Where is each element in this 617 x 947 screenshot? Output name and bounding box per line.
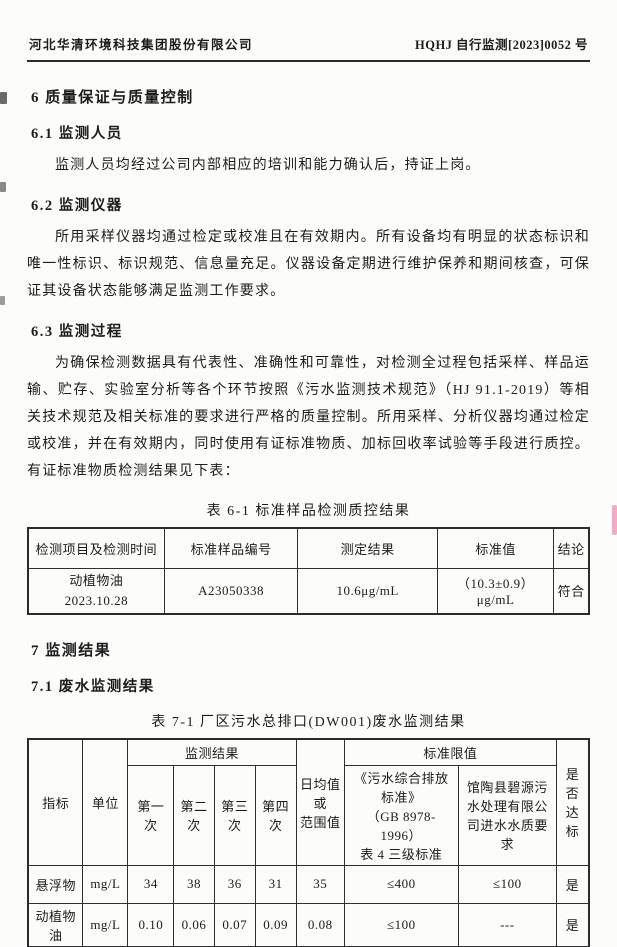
section-6-2-paragraph: 所用采样仪器均通过检定或校准且在有效期内。所有设备均有明显的状态标识和唯一性标识… <box>27 230 590 299</box>
table-row: 动植物油 2023.10.28 A23050338 10.6μg/mL （10.… <box>27 567 590 615</box>
table-cell: 0.06 <box>173 902 215 947</box>
section-6-3-title: 6.3 监测过程 <box>31 324 123 340</box>
column-header-time1: 第一次 <box>127 764 175 866</box>
column-header-unit: 单位 <box>82 738 129 866</box>
column-header-time3: 第三次 <box>213 764 256 866</box>
column-header: 标准样品编号 <box>163 527 299 569</box>
column-header-intake-standard: 馆陶县碧源污水处理有限公司进水水质要求 <box>457 764 557 866</box>
column-header: 标准值 <box>437 527 555 569</box>
document-number: HQHJ 自行监测[2023]0052 号 <box>415 38 588 52</box>
column-header-time2: 第二次 <box>173 764 215 866</box>
table-cell: 悬浮物 <box>27 864 84 904</box>
column-header: 结论 <box>553 527 590 569</box>
table-cell: 0.07 <box>213 902 256 947</box>
table-cell: ≤400 <box>343 864 459 904</box>
table-cell: 0.08 <box>295 902 345 947</box>
table-7-1: 指标 单位 监测结果 日均值或 范围值 标准限值 是否 达标 第一次 第二次 第… <box>27 738 590 947</box>
section-7-1-title: 7.1 废水监测结果 <box>31 679 155 695</box>
section-6-1-paragraph: 监测人员均经过公司内部相应的培训和能力确认后，持证上岗。 <box>55 158 481 173</box>
table-cell: ≤100 <box>457 864 557 904</box>
table-6-1-caption: 表 6-1 标准样品检测质控结果 <box>206 504 411 519</box>
table-cell: --- <box>457 902 557 947</box>
company-name: 河北华清环境科技集团股份有限公司 <box>29 38 254 52</box>
table-cell: ≤100 <box>343 902 459 947</box>
item-date: 2023.10.28 <box>64 592 129 608</box>
column-header-standard-limits: 标准限值 <box>343 738 557 766</box>
scan-artifact <box>0 182 6 192</box>
column-header: 测定结果 <box>297 527 439 569</box>
column-header: 检测项目及检测时间 <box>27 527 165 569</box>
table-6-1: 检测项目及检测时间 标准样品编号 测定结果 标准值 结论 动植物油 2023.1… <box>27 527 590 615</box>
column-header-compliance: 是否 达标 <box>555 738 590 866</box>
table-cell: A23050338 <box>163 567 299 615</box>
table-cell: 0.10 <box>127 902 175 947</box>
table-6-1-header-row: 检测项目及检测时间 标准样品编号 测定结果 标准值 结论 <box>27 527 590 569</box>
table-cell: 符合 <box>553 567 590 615</box>
section-7-title: 7 监测结果 <box>31 643 112 659</box>
column-header-monitoring-results: 监测结果 <box>127 738 297 766</box>
section-6-1-title: 6.1 监测人员 <box>31 126 123 142</box>
table-cell: 34 <box>127 864 175 904</box>
column-header-indicator: 指标 <box>27 738 84 866</box>
scan-artifact <box>612 505 617 535</box>
table-cell: 是 <box>555 864 590 904</box>
table-cell: mg/L <box>82 902 129 947</box>
column-header-time4: 第四次 <box>254 764 297 866</box>
section-6-title: 6 质量保证与质量控制 <box>31 90 194 106</box>
table-cell: 35 <box>295 864 345 904</box>
table-cell: 是 <box>555 902 590 947</box>
table-cell: 动植物油 2023.10.28 <box>27 567 165 615</box>
table-7-1-header-row-1: 指标 单位 监测结果 日均值或 范围值 标准限值 是否 达标 <box>27 738 590 866</box>
table-cell: （10.3±0.9）μg/mL <box>437 567 555 615</box>
table-row: 动植物油 mg/L 0.10 0.06 0.07 0.09 0.08 ≤100 … <box>27 902 590 947</box>
table-cell: 38 <box>173 864 215 904</box>
table-7-1-caption: 表 7-1 厂区污水总排口(DW001)废水监测结果 <box>151 715 466 730</box>
column-header-daily-avg: 日均值或 范围值 <box>295 738 345 866</box>
table-cell: 36 <box>213 864 256 904</box>
scan-artifact <box>0 296 5 305</box>
table-cell: 0.09 <box>254 902 297 947</box>
page-header: 河北华清环境科技集团股份有限公司 HQHJ 自行监测[2023]0052 号 <box>27 34 590 62</box>
table-7-1-header-row-2: 第一次 第二次 第三次 第四次 《污水综合排放标准》 （GB 8978-1996… <box>28 764 589 866</box>
scan-artifact <box>0 92 7 104</box>
table-cell: 31 <box>254 864 297 904</box>
section-6-3-paragraph: 为确保检测数据具有代表性、准确性和可靠性，对检测全过程包括采样、样品运输、贮存、… <box>27 356 590 479</box>
section-6-2-title: 6.2 监测仪器 <box>31 198 123 214</box>
column-header-gb-standard: 《污水综合排放标准》 （GB 8978-1996） 表 4 三级标准 <box>343 764 459 866</box>
item-name: 动植物油 <box>69 572 124 588</box>
table-cell: mg/L <box>82 864 129 904</box>
table-row: 悬浮物 mg/L 34 38 36 31 35 ≤400 ≤100 是 <box>27 864 590 904</box>
table-cell: 10.6μg/mL <box>297 567 439 615</box>
table-cell: 动植物油 <box>27 902 84 947</box>
